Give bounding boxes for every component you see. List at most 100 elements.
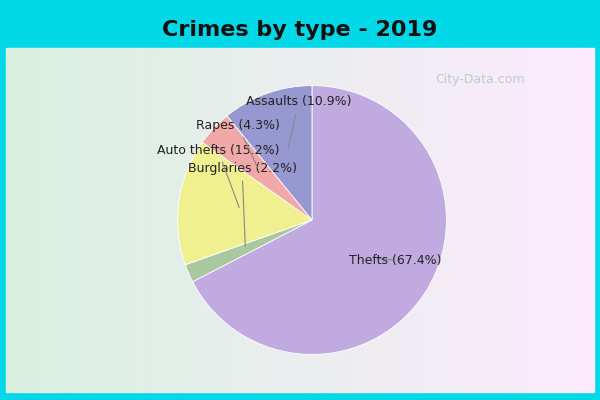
Bar — [6, 48, 12, 392]
Wedge shape — [202, 116, 312, 220]
Bar — [482, 48, 488, 392]
Bar — [182, 48, 188, 392]
Bar — [130, 48, 136, 392]
Text: City-Data.com: City-Data.com — [435, 74, 525, 86]
Bar — [382, 48, 388, 392]
Bar — [506, 48, 512, 392]
Bar — [147, 48, 153, 392]
Bar — [418, 48, 424, 392]
Bar — [170, 48, 176, 392]
Bar — [435, 48, 441, 392]
Wedge shape — [193, 86, 446, 354]
Bar — [582, 48, 588, 392]
Bar — [541, 48, 547, 392]
Bar — [218, 48, 224, 392]
Bar — [353, 48, 359, 392]
Bar — [277, 48, 283, 392]
Bar — [341, 48, 347, 392]
Bar — [300, 48, 306, 392]
Bar — [88, 48, 94, 392]
Bar — [394, 48, 400, 392]
Bar — [259, 48, 265, 392]
Bar — [412, 48, 418, 392]
Bar — [365, 48, 371, 392]
Bar — [200, 48, 206, 392]
Bar — [535, 48, 541, 392]
Bar — [317, 48, 323, 392]
Bar — [512, 48, 518, 392]
Text: Burglaries (2.2%): Burglaries (2.2%) — [188, 162, 296, 246]
Bar — [118, 48, 124, 392]
Bar — [94, 48, 100, 392]
Bar — [241, 48, 247, 392]
Text: Thefts (67.4%): Thefts (67.4%) — [349, 254, 442, 267]
Bar — [565, 48, 571, 392]
Bar — [323, 48, 329, 392]
Bar — [529, 48, 535, 392]
Bar — [400, 48, 406, 392]
Bar — [265, 48, 271, 392]
Bar — [283, 48, 288, 392]
Bar — [376, 48, 382, 392]
Bar — [559, 48, 565, 392]
Bar — [29, 48, 35, 392]
Bar — [547, 48, 553, 392]
Bar — [424, 48, 430, 392]
Bar — [577, 48, 582, 392]
Bar — [430, 48, 435, 392]
Bar — [176, 48, 182, 392]
Bar — [329, 48, 335, 392]
Bar — [371, 48, 376, 392]
Bar — [41, 48, 47, 392]
Wedge shape — [185, 220, 312, 282]
Bar — [359, 48, 365, 392]
Bar — [194, 48, 200, 392]
Bar — [136, 48, 141, 392]
Text: Rapes (4.3%): Rapes (4.3%) — [196, 120, 280, 168]
Bar — [124, 48, 130, 392]
Bar — [464, 48, 470, 392]
Bar — [206, 48, 212, 392]
Bar — [159, 48, 165, 392]
Bar — [77, 48, 82, 392]
Bar — [247, 48, 253, 392]
Bar — [212, 48, 218, 392]
Bar — [188, 48, 194, 392]
Bar — [165, 48, 170, 392]
Bar — [459, 48, 464, 392]
Bar — [441, 48, 447, 392]
Bar — [388, 48, 394, 392]
Bar — [18, 48, 23, 392]
Bar — [488, 48, 494, 392]
Bar — [141, 48, 147, 392]
Bar — [271, 48, 277, 392]
Text: Crimes by type - 2019: Crimes by type - 2019 — [163, 20, 437, 40]
Bar — [35, 48, 41, 392]
Bar — [306, 48, 312, 392]
Bar — [476, 48, 482, 392]
Bar — [347, 48, 353, 392]
Bar — [224, 48, 229, 392]
Bar — [235, 48, 241, 392]
Bar — [470, 48, 476, 392]
Bar — [153, 48, 159, 392]
Bar — [494, 48, 500, 392]
Bar — [518, 48, 523, 392]
Bar — [571, 48, 577, 392]
Bar — [112, 48, 118, 392]
Bar — [335, 48, 341, 392]
Bar — [447, 48, 453, 392]
Bar — [312, 48, 317, 392]
Bar — [500, 48, 506, 392]
Bar — [229, 48, 235, 392]
Bar — [47, 48, 53, 392]
Bar — [406, 48, 412, 392]
Bar — [588, 48, 594, 392]
Bar — [53, 48, 59, 392]
Bar — [23, 48, 29, 392]
Bar — [453, 48, 459, 392]
Bar — [553, 48, 559, 392]
Wedge shape — [227, 86, 312, 220]
Bar — [294, 48, 300, 392]
Bar — [100, 48, 106, 392]
